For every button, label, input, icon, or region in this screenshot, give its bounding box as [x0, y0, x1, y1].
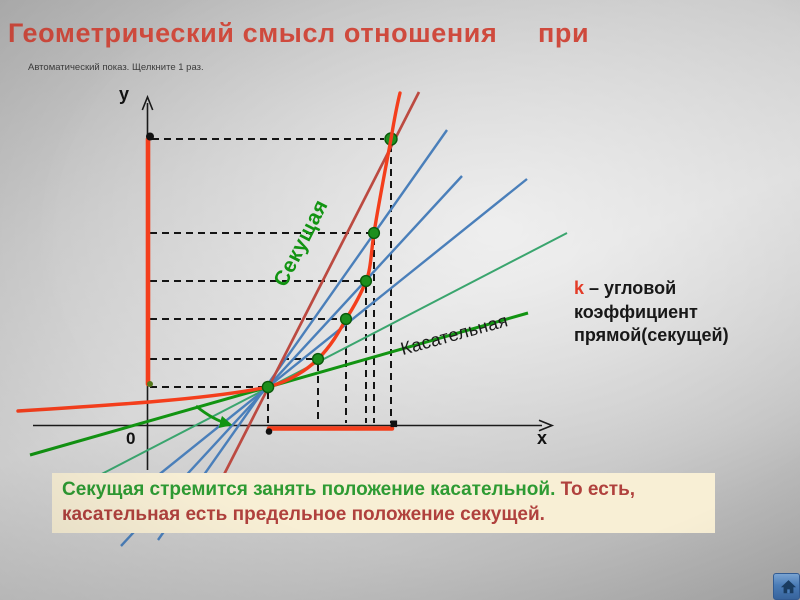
slope-annotation-line1: k – угловой: [574, 278, 677, 298]
callout-text-red-1: То есть,: [555, 479, 636, 500]
axis-markers: [146, 132, 398, 435]
secant-line-2: [157, 129, 448, 541]
angle-sweep-arrow-icon: [195, 404, 233, 429]
slope-annotation: k – угловой коэффициент прямой(секущей): [574, 277, 764, 348]
x-axis-right-marker: [390, 420, 398, 428]
home-icon: [780, 579, 796, 593]
conclusion-callout: Секущая стремится занять положение касат…: [52, 473, 715, 533]
y-axis-label: y: [119, 84, 130, 104]
curve-points: [261, 226, 381, 394]
y-axis-top-marker: [146, 132, 154, 141]
secant-line-4: [89, 178, 528, 531]
slide-title-pri: при: [538, 18, 590, 48]
slide-title-main: Геометрический смысл отношения: [8, 18, 498, 48]
axis-interval-highlights: [145, 136, 395, 431]
k-symbol: k: [574, 278, 585, 298]
autoplay-note: Автоматический показ. Щелкните 1 раз.: [28, 62, 204, 73]
x-axis-left-marker: [265, 428, 273, 435]
slope-annotation-line2: коэффициент: [574, 301, 698, 322]
callout-text-green: Секущая стремится занять положение касат…: [62, 479, 556, 500]
y-axis-arrow-icon: [141, 94, 154, 111]
secant-line-1: [208, 91, 421, 503]
y-axis-bottom-marker: [147, 381, 153, 387]
callout-text-red-2: касательная есть предельное положение се…: [62, 504, 545, 525]
x-axis-arrow-icon: [538, 419, 555, 432]
x-axis-label: x: [537, 428, 548, 448]
function-curve: [16, 91, 402, 413]
tangency-point: [261, 380, 275, 394]
secant-line-5: [93, 232, 568, 479]
origin-label: 0: [126, 429, 136, 448]
slope-annotation-line3: прямой(секущей): [574, 325, 729, 345]
home-button[interactable]: [773, 573, 800, 600]
